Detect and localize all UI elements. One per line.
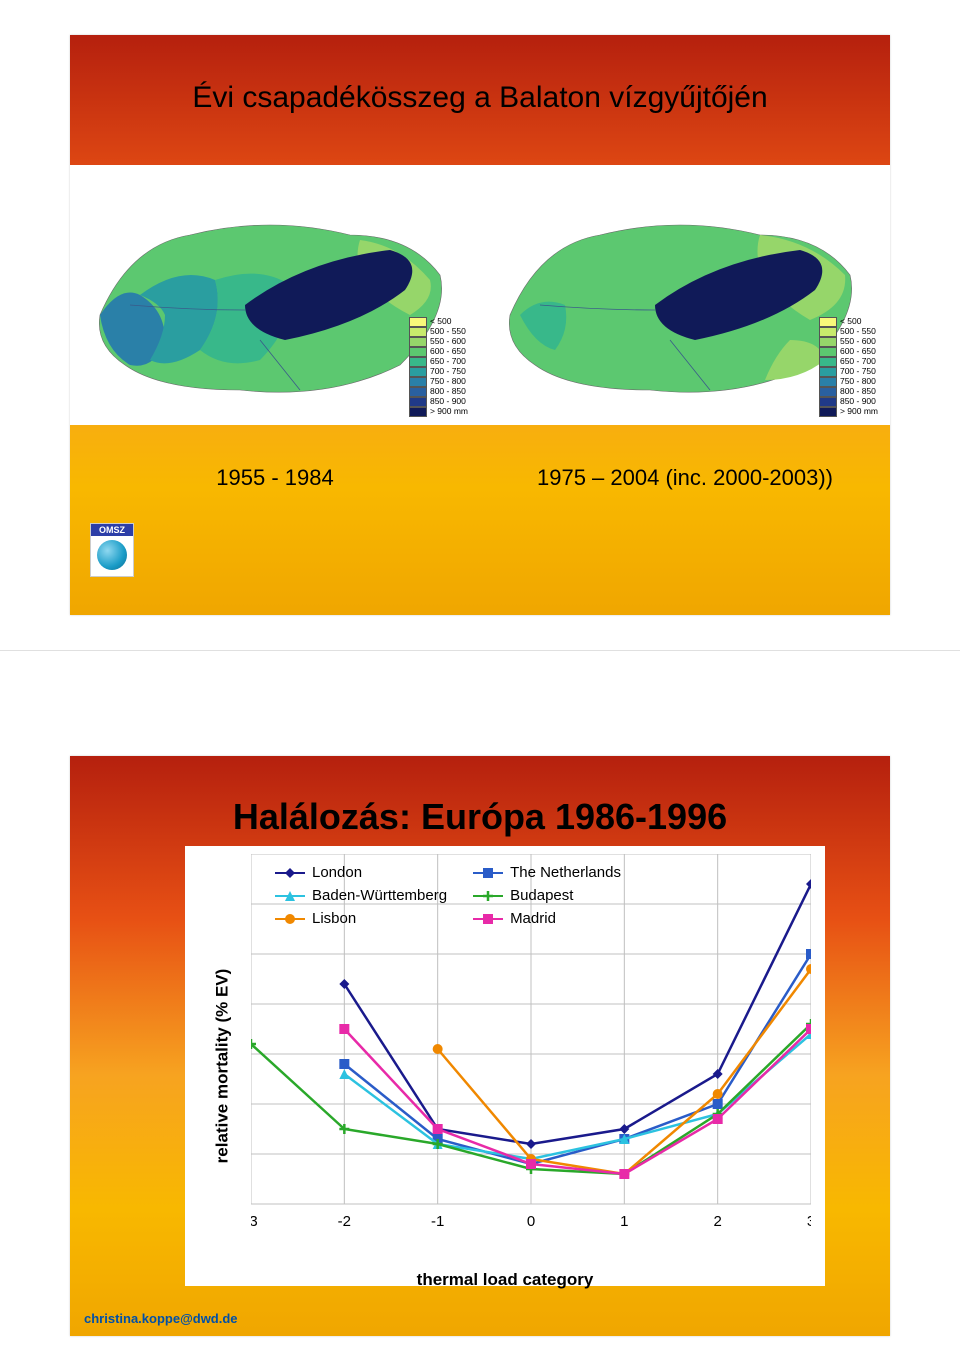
- legend-marker: [275, 866, 305, 880]
- legend-label: Lisbon: [312, 910, 356, 927]
- map-left: < 500500 - 550550 - 600600 - 650650 - 70…: [70, 165, 480, 425]
- period-left: 1955 - 1984: [70, 465, 480, 491]
- legend-marker: [473, 912, 503, 926]
- legend-swatch: [409, 407, 427, 417]
- legend-swatch: [819, 377, 837, 387]
- page-divider: [0, 650, 960, 721]
- map-strip: < 500500 - 550550 - 600600 - 650650 - 70…: [70, 165, 890, 425]
- slide1-title: Évi csapadékösszeg a Balaton vízgyűjtőjé…: [70, 81, 890, 115]
- legend-swatch: [819, 407, 837, 417]
- omsz-logo: OMSZ: [90, 523, 134, 577]
- svg-text:-1: -1: [431, 1213, 444, 1230]
- legend-swatch: [409, 357, 427, 367]
- legend-label: Budapest: [510, 887, 573, 904]
- chart-xlabel: thermal load category: [185, 1270, 825, 1290]
- legend-label: Madrid: [510, 910, 556, 927]
- mortality-chart: relative mortality (% EV) 95100105110115…: [185, 846, 825, 1286]
- omsz-logo-icon: [97, 540, 127, 570]
- period-right: 1975 – 2004 (inc. 2000-2003)): [480, 465, 890, 491]
- chart-ylabel: relative mortality (% EV): [212, 969, 232, 1164]
- period-labels: 1955 - 1984 1975 – 2004 (inc. 2000-2003)…: [70, 465, 890, 491]
- legend-entry: London: [275, 864, 447, 881]
- svg-text:1: 1: [620, 1213, 628, 1230]
- legend-entry: Madrid: [473, 910, 621, 927]
- legend-entry: Lisbon: [275, 910, 447, 927]
- svg-text:0: 0: [527, 1213, 535, 1230]
- slide-mortality: Halálozás: Európa 1986-1996 relative mor…: [70, 756, 890, 1336]
- chart-legend: London The Netherlands Baden-Württemberg Bu…: [275, 864, 621, 927]
- legend-swatch: [819, 387, 837, 397]
- legend-swatch: [409, 367, 427, 377]
- svg-text:-2: -2: [338, 1213, 351, 1230]
- svg-text:2: 2: [713, 1213, 721, 1230]
- legend-entry: Baden-Württemberg: [275, 887, 447, 904]
- legend-marker: [275, 889, 305, 903]
- legend-label: London: [312, 864, 362, 881]
- legend-entry: The Netherlands: [473, 864, 621, 881]
- legend-entry: Budapest: [473, 887, 621, 904]
- legend-swatch: [819, 357, 837, 367]
- legend-swatch: [409, 387, 427, 397]
- legend-row: > 900 mm: [409, 407, 468, 417]
- slide-precipitation: Évi csapadékösszeg a Balaton vízgyűjtőjé…: [70, 35, 890, 615]
- legend-marker: [473, 889, 503, 903]
- legend-swatch: [409, 317, 427, 327]
- legend-swatch: [409, 327, 427, 337]
- legend-label: > 900 mm: [840, 407, 878, 417]
- legend-swatch: [409, 347, 427, 357]
- map-legend-left: < 500500 - 550550 - 600600 - 650650 - 70…: [409, 317, 468, 417]
- legend-swatch: [819, 367, 837, 377]
- omsz-logo-text: OMSZ: [91, 524, 133, 536]
- legend-swatch: [819, 347, 837, 357]
- legend-swatch: [819, 337, 837, 347]
- legend-swatch: [819, 327, 837, 337]
- legend-label: The Netherlands: [510, 864, 621, 881]
- legend-swatch: [819, 397, 837, 407]
- map-legend-right: < 500500 - 550550 - 600600 - 650650 - 70…: [819, 317, 878, 417]
- legend-label: Baden-Württemberg: [312, 887, 447, 904]
- legend-row: > 900 mm: [819, 407, 878, 417]
- legend-swatch: [409, 377, 427, 387]
- legend-marker: [275, 912, 305, 926]
- svg-text:3: 3: [807, 1213, 811, 1230]
- slide2-footer: christina.koppe@dwd.de: [84, 1311, 238, 1326]
- legend-label: > 900 mm: [430, 407, 468, 417]
- legend-swatch: [409, 337, 427, 347]
- legend-marker: [473, 866, 503, 880]
- legend-swatch: [819, 317, 837, 327]
- slide2-title: Halálozás: Európa 1986-1996: [70, 796, 890, 838]
- legend-swatch: [409, 397, 427, 407]
- map-right: < 500500 - 550550 - 600600 - 650650 - 70…: [480, 165, 890, 425]
- svg-text:-3: -3: [251, 1213, 258, 1230]
